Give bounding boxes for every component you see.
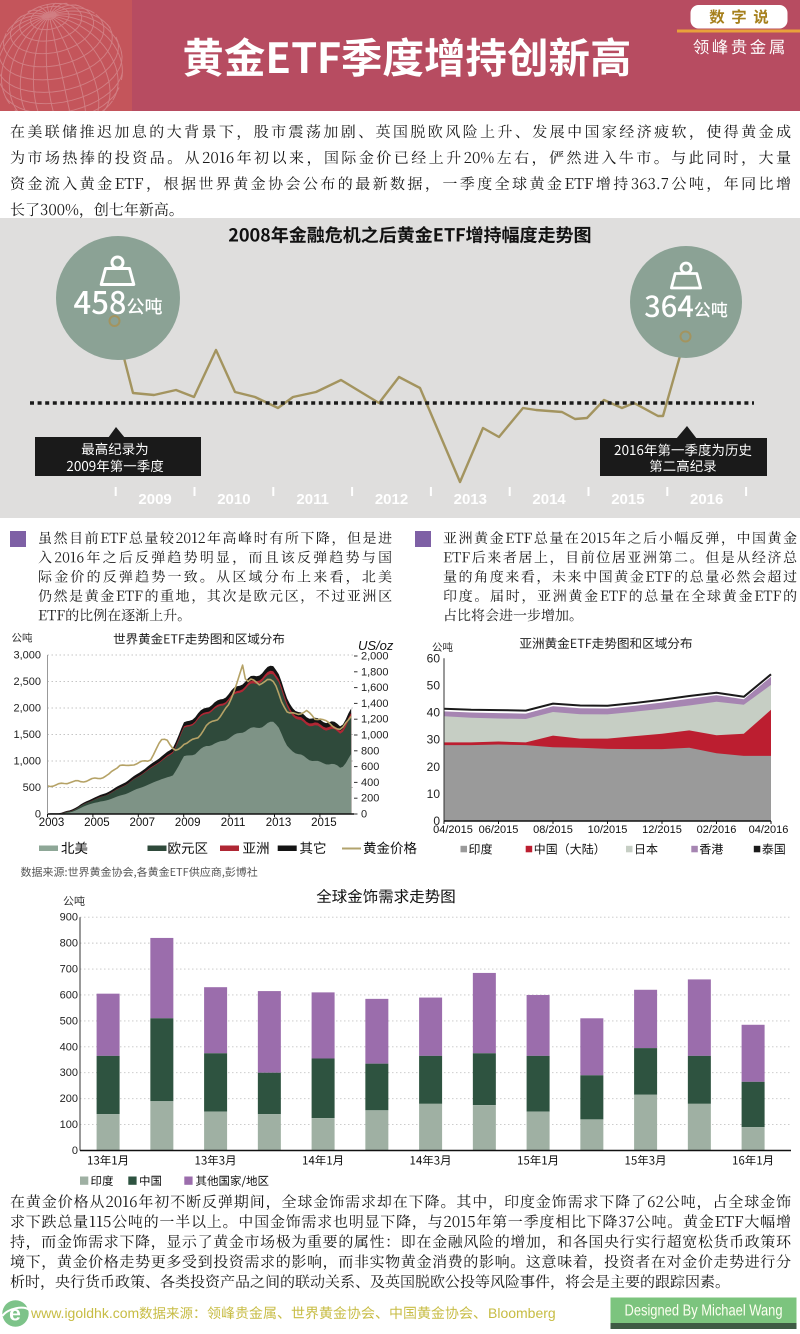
svg-text:2009: 2009 <box>175 817 201 829</box>
svg-text:400: 400 <box>60 1041 78 1053</box>
svg-text:0: 0 <box>433 814 440 828</box>
svg-text:1,000: 1,000 <box>13 756 41 768</box>
svg-text:2016: 2016 <box>690 491 723 508</box>
svg-text:2005: 2005 <box>84 817 110 829</box>
svg-text:900: 900 <box>60 912 78 924</box>
svg-text:2,500: 2,500 <box>13 676 41 688</box>
svg-text:60: 60 <box>427 651 441 665</box>
svg-text:2013: 2013 <box>454 491 487 508</box>
svg-text:2011: 2011 <box>296 491 329 508</box>
svg-text:04/2015: 04/2015 <box>433 824 473 836</box>
svg-text:Designed By Michael Wang: Designed By Michael Wang <box>625 1303 783 1320</box>
svg-text:2015: 2015 <box>311 817 337 829</box>
svg-text:100: 100 <box>60 1119 78 1131</box>
svg-text:US/oz: US/oz <box>358 638 394 653</box>
svg-text:10/2015: 10/2015 <box>588 824 628 836</box>
svg-text:1,400: 1,400 <box>361 698 389 710</box>
svg-text:20: 20 <box>427 760 441 774</box>
svg-text:2015: 2015 <box>611 491 644 508</box>
svg-text:500: 500 <box>23 782 41 794</box>
svg-text:Bloomberg: Bloomberg <box>488 1305 556 1321</box>
svg-text:1,800: 1,800 <box>361 666 389 678</box>
svg-text:40: 40 <box>427 706 441 720</box>
svg-text:0: 0 <box>361 809 367 821</box>
svg-text:1,200: 1,200 <box>361 714 389 726</box>
svg-text:1,600: 1,600 <box>361 682 389 694</box>
svg-text:700: 700 <box>60 964 78 976</box>
svg-text:www.igoldhk.com: www.igoldhk.com <box>30 1305 139 1321</box>
svg-text:600: 600 <box>60 989 78 1001</box>
svg-text:12/2015: 12/2015 <box>642 824 682 836</box>
svg-text:1,000: 1,000 <box>361 730 389 742</box>
svg-text:500: 500 <box>60 1015 78 1027</box>
svg-text:30: 30 <box>427 733 441 747</box>
svg-text:08/2015: 08/2015 <box>533 824 573 836</box>
svg-text:10: 10 <box>427 787 441 801</box>
svg-text:06/2015: 06/2015 <box>479 824 519 836</box>
svg-text:300: 300 <box>60 1067 78 1079</box>
svg-text:600: 600 <box>361 761 379 773</box>
svg-text:2010: 2010 <box>217 491 250 508</box>
svg-text:2003: 2003 <box>39 817 65 829</box>
svg-text:400: 400 <box>361 777 379 789</box>
svg-text:3,000: 3,000 <box>13 650 41 662</box>
svg-text:e: e <box>9 1303 21 1326</box>
svg-text:2009: 2009 <box>138 491 171 508</box>
svg-text:2013: 2013 <box>266 817 292 829</box>
svg-text:200: 200 <box>361 793 379 805</box>
svg-text:02/2016: 02/2016 <box>697 824 737 836</box>
svg-text:2007: 2007 <box>130 817 156 829</box>
svg-text:50: 50 <box>427 678 441 692</box>
svg-text:2012: 2012 <box>375 491 408 508</box>
svg-text:0: 0 <box>72 1145 78 1157</box>
svg-text:2,000: 2,000 <box>13 703 41 715</box>
svg-text:04/2016: 04/2016 <box>749 824 789 836</box>
svg-text:0: 0 <box>35 809 41 821</box>
svg-text:800: 800 <box>361 745 379 757</box>
svg-text:2011: 2011 <box>221 817 246 829</box>
svg-text:200: 200 <box>60 1093 78 1105</box>
svg-text:2014: 2014 <box>532 491 566 508</box>
svg-text:1,500: 1,500 <box>13 729 41 741</box>
svg-text:2,000: 2,000 <box>361 651 389 663</box>
svg-text:800: 800 <box>60 938 78 950</box>
